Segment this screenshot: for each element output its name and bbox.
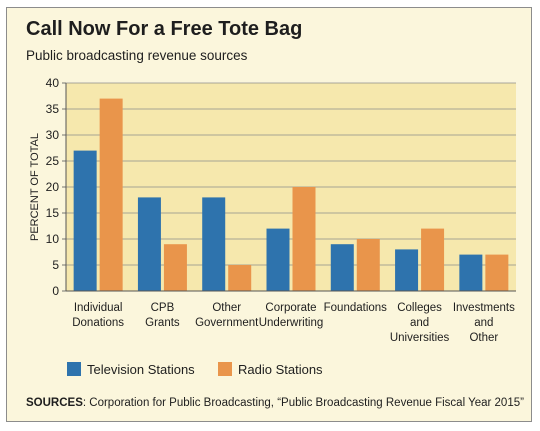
bar-radio (356, 239, 380, 291)
bars (66, 98, 516, 292)
legend-label-radio: Radio Stations (238, 362, 323, 377)
x-tick-label: Government (195, 317, 259, 329)
bar-television (459, 254, 483, 291)
y-axis: 0 5 10 15 20 25 30 35 40 (46, 76, 67, 298)
sources-label: SOURCES (26, 397, 83, 409)
x-tick-label: Other (469, 332, 498, 344)
y-tick-label: 35 (46, 102, 60, 116)
x-tick-label: Other (212, 302, 241, 314)
x-tick-label: Grants (145, 317, 180, 329)
bar-television (73, 150, 97, 291)
x-tick-label: Corporate (265, 302, 316, 314)
y-tick-label: 40 (46, 76, 60, 90)
y-tick-label: 30 (46, 128, 60, 142)
chart-title: Call Now For a Free Tote Bag (26, 18, 303, 40)
bar-television (330, 244, 354, 291)
bar-radio (99, 98, 123, 291)
y-tick-label: 15 (46, 206, 60, 220)
x-tick-label: and (474, 317, 493, 329)
legend: Television Stations Radio Stations (67, 362, 323, 377)
y-tick-label: 10 (46, 232, 60, 246)
x-tick-label: Investments (453, 302, 515, 314)
x-tick-label: Colleges (397, 302, 442, 314)
bar-radio (292, 187, 316, 291)
x-axis-labels: Individual Donations CPB Grants Other Governm… (72, 302, 515, 344)
sources-note: SOURCES: Corporation for Public Broadcas… (26, 397, 524, 409)
legend-label-television: Television Stations (87, 362, 195, 377)
bar-television (395, 249, 419, 291)
x-tick-label: Underwriting (259, 317, 324, 329)
sources-text: : Corporation for Public Broadcasting, “… (82, 397, 524, 409)
bar-television (137, 197, 161, 291)
bar-television (266, 228, 290, 291)
legend-swatch-television (67, 362, 81, 376)
bar-radio (163, 244, 187, 291)
chart-subtitle: Public broadcasting revenue sources (26, 48, 248, 63)
x-tick-label: Universities (390, 332, 450, 344)
x-tick-label: Individual (74, 302, 123, 314)
bar-radio (228, 265, 252, 291)
y-tick-label: 25 (46, 154, 60, 168)
x-tick-label: Foundations (324, 302, 388, 314)
y-tick-label: 5 (52, 258, 59, 272)
x-tick-label: and (410, 317, 429, 329)
bar-television (202, 197, 226, 291)
y-tick-label: 20 (46, 180, 60, 194)
y-tick-label: 0 (52, 284, 59, 298)
bar-radio (485, 254, 509, 291)
x-tick-label: CPB (151, 302, 175, 314)
y-axis-label: PERCENT OF TOTAL (29, 133, 41, 241)
bar-radio (421, 228, 445, 291)
x-tick-label: Donations (72, 317, 124, 329)
legend-swatch-radio (218, 362, 232, 376)
